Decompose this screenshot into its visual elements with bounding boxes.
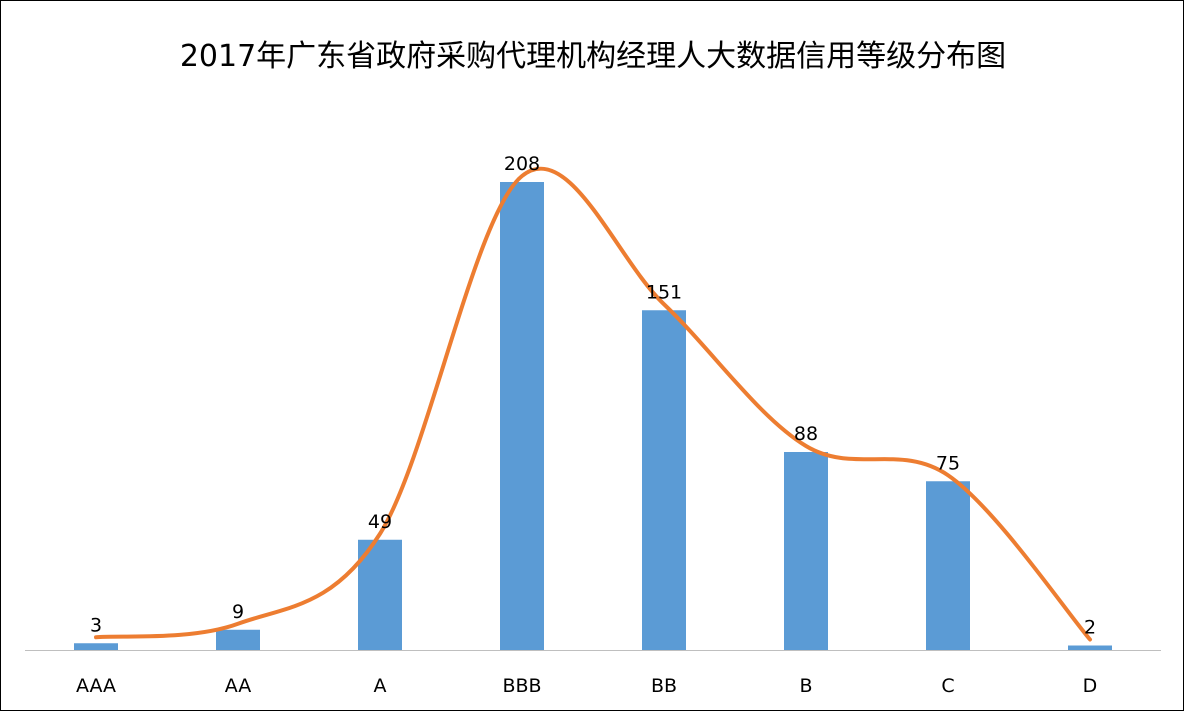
x-tick-label-bbb: BBB bbox=[502, 675, 541, 697]
data-label-c: 75 bbox=[936, 452, 960, 474]
data-label-bbb: 208 bbox=[504, 153, 540, 175]
x-tick-label-bb: BB bbox=[651, 675, 677, 697]
data-label-d: 2 bbox=[1084, 617, 1096, 639]
x-tick-label-aa: AA bbox=[225, 675, 252, 697]
data-label-bb: 151 bbox=[646, 281, 682, 303]
bar-d bbox=[1068, 645, 1112, 650]
bar-a bbox=[358, 539, 402, 650]
bar-c bbox=[926, 481, 970, 650]
x-tick-label-c: C bbox=[941, 675, 954, 697]
bar-aaa bbox=[74, 643, 118, 650]
data-label-a: 49 bbox=[368, 511, 392, 533]
x-tick-label-aaa: AAA bbox=[76, 675, 116, 697]
bar-b bbox=[784, 452, 828, 650]
data-label-aa: 9 bbox=[232, 601, 244, 623]
bar-aa bbox=[216, 629, 260, 650]
data-label-aaa: 3 bbox=[90, 614, 102, 636]
bar-bbb bbox=[500, 182, 544, 650]
bar-bb bbox=[642, 310, 686, 650]
x-tick-label-a: A bbox=[374, 675, 387, 697]
x-tick-label-b: B bbox=[799, 675, 812, 697]
data-label-b: 88 bbox=[794, 423, 818, 445]
x-tick-label-d: D bbox=[1083, 675, 1098, 697]
trend-line bbox=[94, 166, 1092, 642]
chart-title: 2017年广东省政府采购代理机构经理人大数据信用等级分布图 bbox=[179, 39, 1007, 74]
